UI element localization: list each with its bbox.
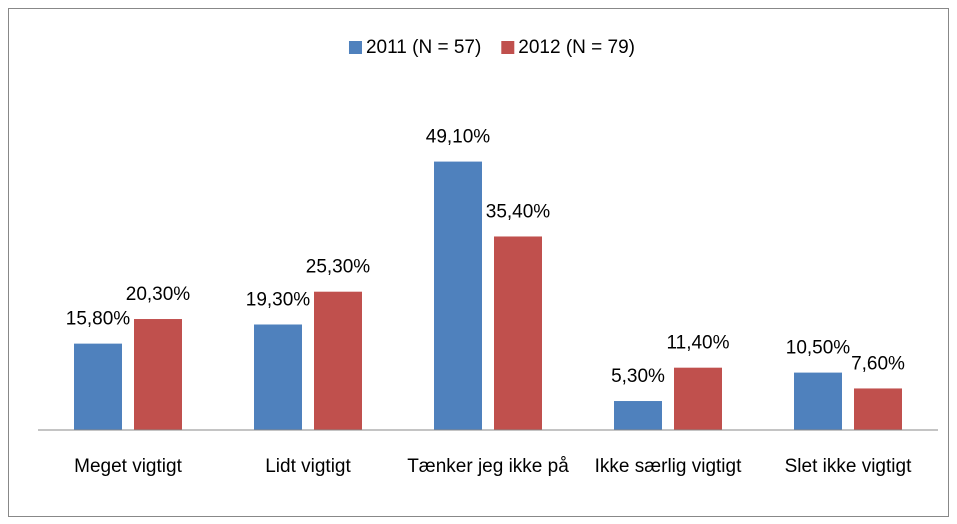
legend-label: 2011 (N = 57) [366, 37, 481, 58]
data-label: 35,40% [486, 201, 551, 222]
data-label: 5,30% [611, 366, 665, 387]
bar [134, 319, 182, 430]
data-label: 10,50% [786, 338, 851, 359]
bar [854, 388, 902, 430]
legend-swatch [501, 41, 515, 54]
data-label: 20,30% [126, 284, 191, 305]
data-label: 19,30% [246, 290, 311, 311]
bar [794, 372, 842, 430]
bar [614, 401, 662, 430]
x-tick-label: Meget vigtigt [74, 456, 182, 477]
legend-label: 2012 (N = 79) [518, 37, 635, 58]
bar [434, 161, 482, 430]
legend-swatch [348, 41, 362, 54]
x-tick-label: Slet ikke vigtigt [785, 456, 912, 477]
x-tick-label: Ikke særlig vigtigt [595, 456, 742, 477]
x-tick-label: Lidt vigtigt [265, 456, 351, 477]
bar [314, 291, 362, 430]
x-tick-label: Tænker jeg ikke på [407, 456, 569, 477]
data-label: 25,30% [306, 257, 371, 278]
legend: 2011 (N = 57) 2012 (N = 79) [348, 37, 635, 58]
bar [254, 324, 302, 430]
data-label: 11,40% [666, 333, 729, 354]
bar [494, 236, 542, 430]
data-label: 7,60% [851, 353, 905, 374]
data-label: 49,10% [426, 127, 491, 148]
data-label: 15,80% [66, 309, 131, 330]
bar [74, 343, 122, 430]
bar [674, 367, 722, 430]
